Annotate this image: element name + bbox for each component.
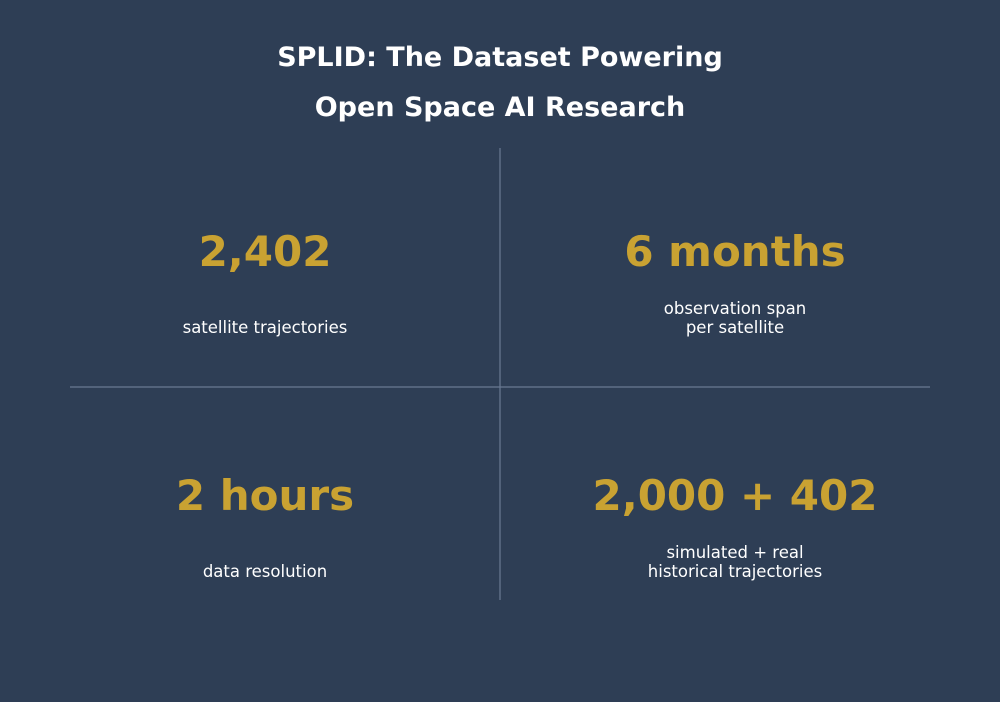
stat-label: historical trajectories: [648, 562, 822, 581]
stat-label: observation span: [664, 299, 806, 318]
title: Open Space AI Research: [315, 92, 686, 123]
stat-value: 2,402: [199, 227, 332, 276]
stat-value: 6 months: [624, 227, 845, 276]
stat-label: satellite trajectories: [183, 318, 348, 337]
title: SPLID: The Dataset Powering: [277, 42, 723, 73]
stat-label: per satellite: [686, 318, 784, 337]
stat-value: 2,000 + 402: [593, 471, 878, 520]
stat-value: 2 hours: [176, 471, 354, 520]
stat-label: data resolution: [203, 562, 327, 581]
stat-label: simulated + real: [666, 543, 803, 562]
